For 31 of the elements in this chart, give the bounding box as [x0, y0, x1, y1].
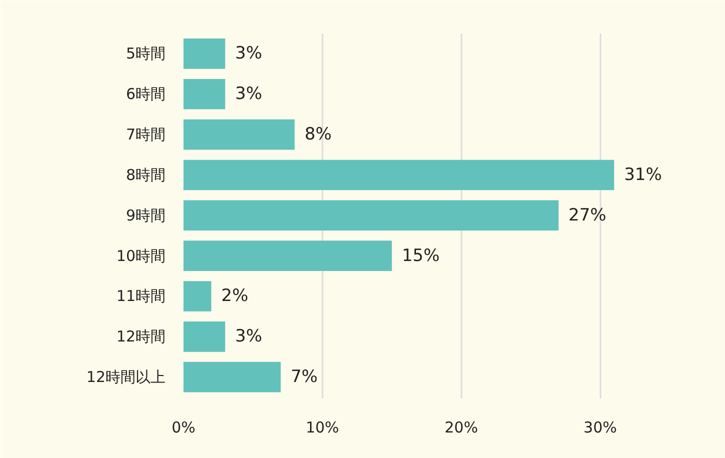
y-tick-label: 11時間 — [116, 287, 166, 306]
bar — [184, 240, 392, 271]
y-tick-label: 7時間 — [126, 126, 166, 144]
bar — [184, 322, 226, 352]
data-label: 3% — [235, 326, 262, 347]
bar — [184, 160, 614, 190]
y-tick-label: 6時間 — [126, 85, 166, 104]
y-tick-label: 12時間 — [116, 328, 166, 346]
bar — [184, 200, 559, 231]
y-tick-label: 10時間 — [116, 246, 166, 265]
data-label: 15% — [402, 246, 440, 266]
bar — [184, 119, 295, 150]
data-label: 3% — [235, 84, 262, 104]
y-tick-label: 12時間以上 — [86, 368, 166, 386]
bar — [184, 281, 212, 312]
data-label: 2% — [221, 286, 248, 306]
y-tick-label: 5時間 — [126, 44, 166, 63]
data-label: 27% — [568, 205, 606, 226]
data-label: 7% — [290, 367, 318, 388]
x-tick-label: 10% — [306, 418, 340, 436]
x-tick-label: 20% — [444, 418, 478, 436]
data-label: 3% — [235, 44, 262, 64]
bar — [184, 38, 226, 69]
y-tick-label: 8時間 — [126, 166, 166, 184]
data-label: 8% — [304, 124, 332, 145]
x-tick-label: 30% — [584, 418, 617, 436]
bar — [184, 78, 226, 110]
data-label: 31% — [624, 164, 662, 185]
y-tick-label: 9時間 — [126, 206, 166, 224]
x-tick-label: 0% — [172, 418, 196, 436]
bar — [184, 362, 281, 392]
